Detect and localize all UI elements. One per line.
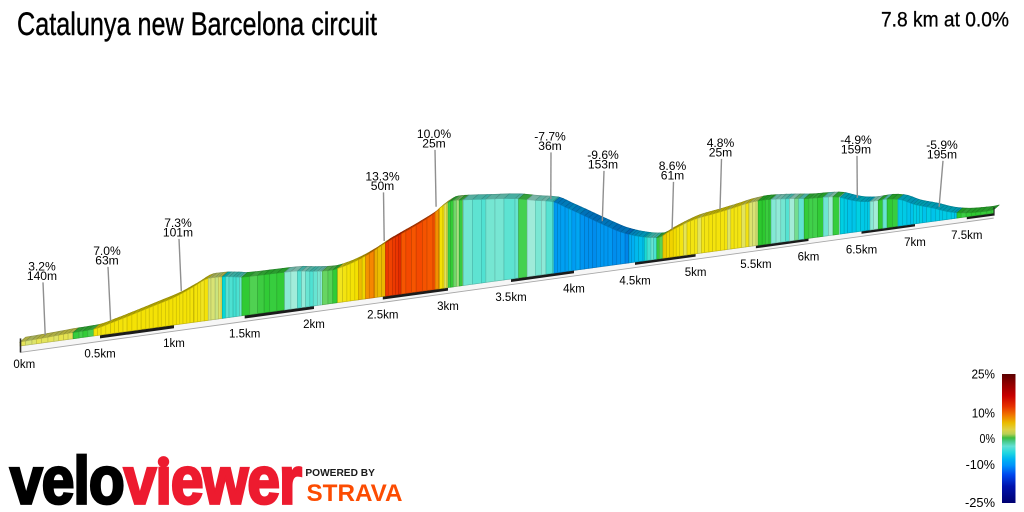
svg-text:140m: 140m bbox=[27, 269, 57, 283]
svg-text:3.2%: 3.2% bbox=[28, 259, 56, 273]
svg-text:7km: 7km bbox=[904, 237, 926, 249]
svg-text:61m: 61m bbox=[661, 169, 685, 183]
svg-text:Catalunya new Barcelona circui: Catalunya new Barcelona circuit bbox=[17, 6, 377, 42]
svg-text:50m: 50m bbox=[371, 179, 395, 193]
svg-text:3km: 3km bbox=[437, 301, 459, 313]
svg-text:159m: 159m bbox=[841, 143, 871, 157]
svg-text:-4.9%: -4.9% bbox=[840, 133, 872, 147]
svg-text:101m: 101m bbox=[163, 226, 193, 240]
svg-text:7.8 km at 0.0%: 7.8 km at 0.0% bbox=[881, 7, 1009, 32]
svg-text:8.6%: 8.6% bbox=[659, 159, 687, 173]
svg-text:velovıewer: velovıewer bbox=[10, 444, 301, 512]
svg-text:7.5km: 7.5km bbox=[951, 230, 982, 242]
svg-text:13.3%: 13.3% bbox=[365, 169, 400, 183]
svg-text:5km: 5km bbox=[685, 267, 707, 279]
svg-text:-10%: -10% bbox=[966, 457, 995, 472]
svg-text:STRAVA: STRAVA bbox=[307, 480, 403, 507]
svg-text:10.0%: 10.0% bbox=[417, 127, 452, 141]
svg-text:1.5km: 1.5km bbox=[229, 329, 260, 341]
svg-text:25%: 25% bbox=[972, 367, 996, 382]
svg-text:1km: 1km bbox=[163, 338, 185, 350]
svg-text:195m: 195m bbox=[927, 148, 957, 162]
svg-text:POWERED BY: POWERED BY bbox=[305, 468, 375, 479]
svg-text:0.5km: 0.5km bbox=[84, 348, 115, 360]
svg-text:-9.6%: -9.6% bbox=[587, 148, 619, 162]
svg-text:5.5km: 5.5km bbox=[740, 259, 771, 271]
svg-text:2.5km: 2.5km bbox=[367, 310, 398, 322]
svg-text:25m: 25m bbox=[709, 146, 733, 160]
svg-text:63m: 63m bbox=[95, 254, 119, 268]
svg-text:4km: 4km bbox=[563, 284, 585, 296]
svg-text:6.5km: 6.5km bbox=[846, 244, 877, 256]
svg-text:0km: 0km bbox=[13, 359, 35, 371]
svg-text:0%: 0% bbox=[980, 431, 996, 446]
svg-text:7.0%: 7.0% bbox=[93, 244, 121, 258]
svg-text:25m: 25m bbox=[422, 137, 446, 151]
svg-text:10%: 10% bbox=[972, 405, 995, 420]
svg-text:3.5km: 3.5km bbox=[495, 292, 526, 304]
svg-text:-7.7%: -7.7% bbox=[534, 129, 566, 143]
svg-text:-5.9%: -5.9% bbox=[926, 138, 958, 152]
svg-text:4.8%: 4.8% bbox=[707, 136, 735, 150]
svg-text:2km: 2km bbox=[303, 319, 325, 331]
svg-text:153m: 153m bbox=[588, 158, 618, 172]
svg-text:6km: 6km bbox=[798, 252, 820, 264]
svg-text:-25%: -25% bbox=[965, 495, 995, 510]
svg-text:4.5km: 4.5km bbox=[619, 275, 650, 287]
svg-text:36m: 36m bbox=[538, 139, 562, 153]
svg-text:7.3%: 7.3% bbox=[164, 216, 192, 230]
